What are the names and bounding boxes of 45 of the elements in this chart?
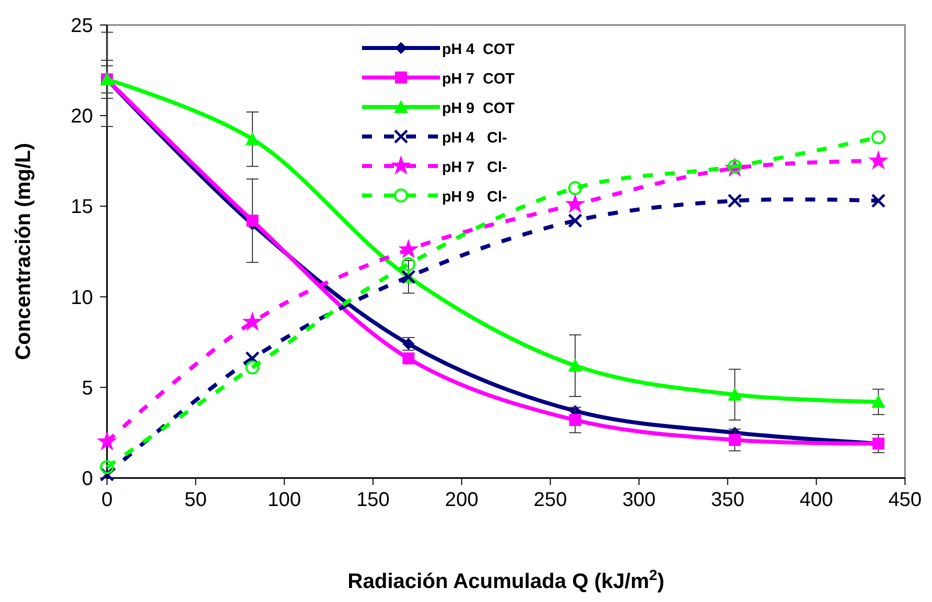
point (568, 358, 582, 372)
legend-label: pH 9 COT (442, 100, 515, 117)
point (871, 130, 886, 144)
y-tick-label: 20 (70, 106, 93, 128)
point (96, 431, 118, 450)
legend-label: pH 7 Cl- (442, 159, 508, 176)
y-tick-label: 15 (70, 196, 93, 218)
y-axis-title: Concentración (mg/L) (12, 142, 35, 360)
y-tick-label: 25 (70, 15, 93, 37)
legend-label: pH 7 COT (442, 70, 515, 88)
point (871, 394, 886, 408)
point (100, 460, 114, 474)
point (242, 311, 263, 331)
point (868, 150, 889, 170)
point (246, 214, 258, 227)
x-tick-label: 200 (444, 489, 478, 511)
x-axis-title: Radiación Acumulada Q (kJ/m$^{2}$) (348, 568, 664, 593)
x-tick-label: 300 (622, 489, 656, 511)
point (728, 434, 741, 446)
x-tick-label: 350 (710, 489, 744, 511)
point (728, 388, 742, 401)
legend-label: pH 4 Cl- (442, 130, 508, 146)
y-tick-label: 10 (70, 286, 93, 309)
x-tick-label: 150 (356, 489, 390, 511)
point (568, 213, 582, 228)
y-tick-label: 0 (82, 468, 93, 490)
y-tick-label: 5 (82, 377, 93, 400)
x-tick-label: 0 (101, 489, 113, 511)
point (871, 194, 886, 208)
point (569, 414, 582, 426)
legend-label: pH 9 Cl- (442, 188, 508, 206)
x-tick-label: 50 (184, 489, 207, 511)
point (402, 352, 414, 364)
point (568, 181, 582, 196)
x-tick-label: 400 (800, 489, 834, 511)
point (398, 238, 419, 258)
legend-label: pH 4 COT (442, 41, 515, 58)
x-tick-label: 250 (534, 489, 568, 511)
x-tick-label: 100 (268, 489, 302, 511)
point (245, 132, 260, 146)
x-tick-label: 450 (888, 489, 922, 511)
point (564, 194, 586, 214)
point (245, 360, 260, 374)
point (401, 257, 416, 272)
point (728, 194, 742, 208)
